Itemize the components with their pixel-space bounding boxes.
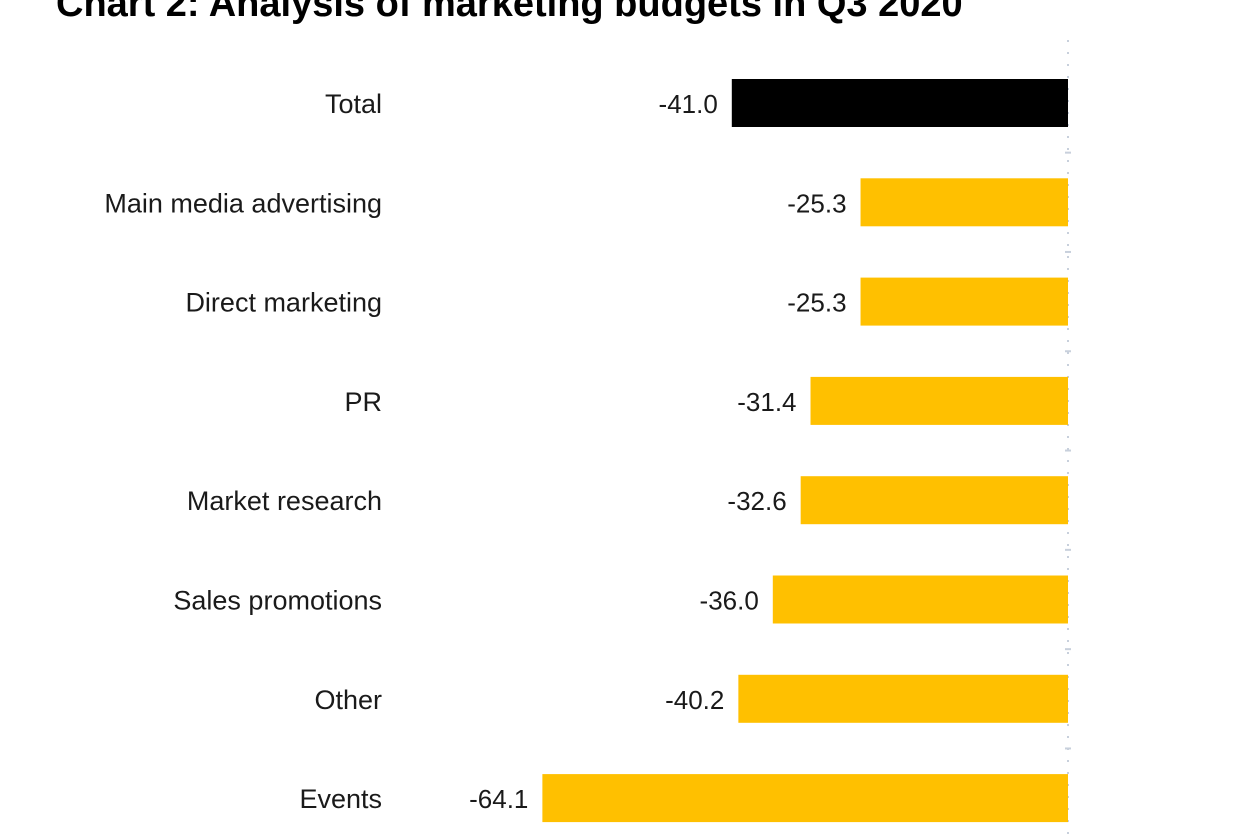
bar-other bbox=[738, 674, 1068, 723]
bar-sales-promotions bbox=[772, 575, 1068, 624]
bar-market-research bbox=[800, 476, 1068, 525]
value-label: -25.3 bbox=[787, 288, 846, 318]
bar-main-media-advertising bbox=[860, 178, 1068, 227]
category-label: Events bbox=[299, 784, 382, 814]
labels-layer: Total -41.0 Main media advertising -25.3 Dir… bbox=[104, 89, 846, 814]
category-label: Total bbox=[325, 89, 382, 119]
value-label: -32.6 bbox=[727, 486, 786, 516]
bars-layer bbox=[542, 79, 1068, 823]
category-label: Main media advertising bbox=[104, 188, 382, 218]
value-label: -41.0 bbox=[659, 89, 718, 119]
chart-title: Chart 2: Analysis of marketing budgets i… bbox=[56, 0, 963, 25]
bar-pr bbox=[810, 376, 1068, 425]
bar-total bbox=[731, 79, 1068, 127]
category-label: PR bbox=[344, 387, 382, 417]
category-label: Market research bbox=[187, 486, 382, 516]
value-label: -36.0 bbox=[700, 586, 759, 616]
value-label: -64.1 bbox=[469, 784, 528, 814]
category-label: Sales promotions bbox=[173, 586, 382, 616]
category-label: Direct marketing bbox=[185, 288, 382, 318]
category-label: Other bbox=[314, 685, 382, 715]
axis-layer bbox=[1065, 40, 1071, 840]
bar-events bbox=[542, 774, 1068, 823]
value-label: -25.3 bbox=[787, 188, 846, 218]
value-label: -40.2 bbox=[665, 685, 724, 715]
bar-direct-marketing bbox=[860, 277, 1068, 326]
value-label: -31.4 bbox=[737, 387, 796, 417]
